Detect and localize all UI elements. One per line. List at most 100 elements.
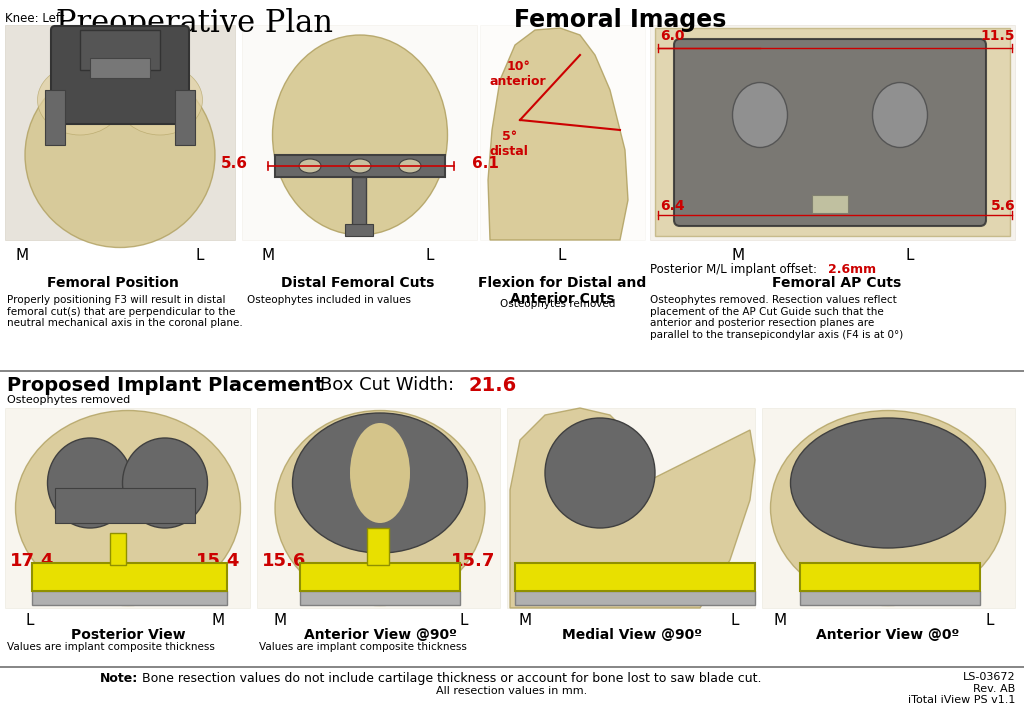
Text: 21.6: 21.6 xyxy=(468,376,516,395)
Text: 15.6: 15.6 xyxy=(262,552,306,570)
Bar xyxy=(110,533,126,565)
Text: Properly positioning F3 will result in distal
femoral cut(s) that are perpendicu: Properly positioning F3 will result in d… xyxy=(7,295,243,328)
Bar xyxy=(515,591,755,605)
Bar xyxy=(55,488,195,523)
Text: 15.4: 15.4 xyxy=(196,552,240,570)
Bar xyxy=(800,591,980,605)
Text: 5.6: 5.6 xyxy=(221,155,248,170)
Bar xyxy=(345,224,373,236)
Text: L: L xyxy=(26,613,34,628)
Text: M: M xyxy=(273,613,287,628)
Bar xyxy=(515,563,755,591)
Text: Preoperative Plan: Preoperative Plan xyxy=(56,8,334,39)
Ellipse shape xyxy=(38,65,123,135)
Bar xyxy=(5,408,250,608)
Text: LS-03672
Rev. AB
iTotal iView PS v1.1: LS-03672 Rev. AB iTotal iView PS v1.1 xyxy=(907,672,1015,705)
Text: 17.4: 17.4 xyxy=(10,552,54,570)
Bar xyxy=(45,90,65,145)
Text: L: L xyxy=(426,248,434,263)
Ellipse shape xyxy=(25,62,215,247)
Text: Anterior View @90º: Anterior View @90º xyxy=(303,628,457,642)
Bar xyxy=(300,591,460,605)
Ellipse shape xyxy=(399,159,421,173)
Text: M: M xyxy=(518,613,531,628)
FancyBboxPatch shape xyxy=(674,39,986,226)
Text: Osteophytes removed: Osteophytes removed xyxy=(500,299,615,309)
Text: Bone resection values do not include cartilage thickness or account for bone los: Bone resection values do not include car… xyxy=(138,672,762,685)
Text: 5.6: 5.6 xyxy=(990,199,1015,213)
Bar xyxy=(352,177,366,227)
Text: 6.1: 6.1 xyxy=(472,155,499,170)
Text: Distal Femoral Cuts: Distal Femoral Cuts xyxy=(282,276,434,290)
Text: L: L xyxy=(558,248,566,263)
Bar xyxy=(5,25,234,240)
Text: M: M xyxy=(731,248,744,263)
Text: M: M xyxy=(261,248,274,263)
Bar xyxy=(257,408,500,608)
Bar xyxy=(242,25,477,240)
Ellipse shape xyxy=(293,413,468,553)
Text: Anterior View @0º: Anterior View @0º xyxy=(816,628,959,642)
Bar xyxy=(275,155,445,177)
Text: Note:: Note: xyxy=(100,672,138,685)
Text: Flexion for Distal and
Anterior Cuts: Flexion for Distal and Anterior Cuts xyxy=(478,276,646,306)
Ellipse shape xyxy=(299,159,321,173)
Text: 2.6mm: 2.6mm xyxy=(828,263,877,276)
Ellipse shape xyxy=(732,83,787,147)
Ellipse shape xyxy=(770,410,1006,605)
Ellipse shape xyxy=(275,410,485,605)
Ellipse shape xyxy=(15,410,241,605)
Text: Femoral AP Cuts: Femoral AP Cuts xyxy=(772,276,901,290)
Ellipse shape xyxy=(272,35,447,235)
Text: M: M xyxy=(211,613,224,628)
Text: 6.0: 6.0 xyxy=(660,29,684,43)
Ellipse shape xyxy=(350,423,410,523)
Text: L: L xyxy=(906,248,914,263)
Text: Posterior View: Posterior View xyxy=(71,628,185,642)
Text: Values are implant composite thickness: Values are implant composite thickness xyxy=(7,642,215,652)
Bar xyxy=(0,370,1024,372)
Bar xyxy=(0,666,1024,668)
Text: Osteophytes removed: Osteophytes removed xyxy=(7,395,130,405)
Text: Osteophytes included in values: Osteophytes included in values xyxy=(247,295,411,305)
Text: L: L xyxy=(986,613,994,628)
Bar xyxy=(300,563,460,591)
Text: 6.4: 6.4 xyxy=(660,199,685,213)
Bar xyxy=(812,195,848,213)
Ellipse shape xyxy=(349,159,371,173)
Text: All resection values in mm.: All resection values in mm. xyxy=(436,686,588,696)
Bar xyxy=(32,563,227,591)
Bar xyxy=(650,25,1015,240)
Ellipse shape xyxy=(123,438,208,528)
FancyBboxPatch shape xyxy=(51,26,189,124)
Text: Posterior M/L implant offset:: Posterior M/L implant offset: xyxy=(650,263,821,276)
Bar xyxy=(507,408,755,608)
Text: L: L xyxy=(196,248,204,263)
Bar xyxy=(762,408,1015,608)
Text: 15.7: 15.7 xyxy=(451,552,495,570)
Text: Medial View @90º: Medial View @90º xyxy=(562,628,702,642)
Bar xyxy=(655,28,1010,236)
Text: 5°
distal: 5° distal xyxy=(490,130,528,158)
Bar xyxy=(32,591,227,605)
Text: Femoral Images: Femoral Images xyxy=(514,8,726,32)
Text: Box Cut Width:: Box Cut Width: xyxy=(319,376,460,394)
Ellipse shape xyxy=(872,83,928,147)
Text: M: M xyxy=(773,613,786,628)
Text: Osteophytes removed. Resection values reflect
placement of the AP Cut Guide such: Osteophytes removed. Resection values re… xyxy=(650,295,903,340)
Bar xyxy=(800,563,980,591)
Text: Knee: Left: Knee: Left xyxy=(5,12,65,25)
Bar xyxy=(480,25,645,240)
Bar xyxy=(367,528,389,565)
Bar xyxy=(80,30,160,70)
Text: Values are implant composite thickness: Values are implant composite thickness xyxy=(259,642,467,652)
Ellipse shape xyxy=(118,65,203,135)
Bar xyxy=(175,90,195,145)
Text: L: L xyxy=(460,613,468,628)
Ellipse shape xyxy=(47,438,132,528)
Text: Proposed Implant Placement: Proposed Implant Placement xyxy=(7,376,324,395)
Ellipse shape xyxy=(791,418,985,548)
Polygon shape xyxy=(488,28,628,240)
Text: 10°
anterior: 10° anterior xyxy=(490,60,547,88)
Text: 11.5: 11.5 xyxy=(981,29,1015,43)
